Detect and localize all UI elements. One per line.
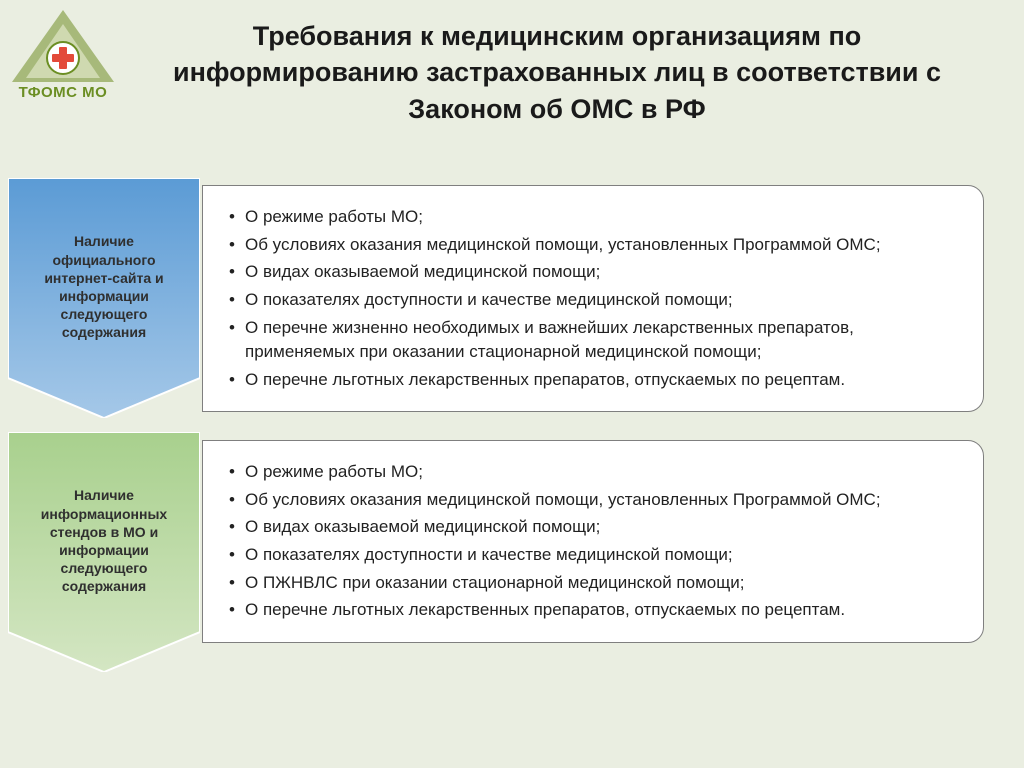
list-item: Об условиях оказания медицинской помощи,… bbox=[229, 488, 961, 513]
chevron-1: Наличие официального интернет-сайта и ин… bbox=[8, 178, 200, 418]
list-item: Об условиях оказания медицинской помощи,… bbox=[229, 233, 961, 258]
title-block: Требования к медицинским организациям по… bbox=[130, 18, 984, 127]
info-card-2: О режиме работы МО; Об условиях оказания … bbox=[202, 440, 984, 643]
list-item: О показателях доступности и качестве мед… bbox=[229, 543, 961, 568]
chevron-label: Наличие официального интернет-сайта и ин… bbox=[8, 178, 200, 418]
list-item: О перечне льготных лекарственных препара… bbox=[229, 368, 961, 393]
logo-text: ТФОМС МО bbox=[8, 84, 118, 101]
list-item: О перечне жизненно необходимых и важнейш… bbox=[229, 316, 961, 365]
list-item: О видах оказываемой медицинской помощи; bbox=[229, 515, 961, 540]
chevron-label: Наличие информационных стендов в МО и ин… bbox=[8, 432, 200, 672]
org-logo: ТФОМС МО bbox=[8, 6, 118, 106]
list-item: О видах оказываемой медицинской помощи; bbox=[229, 260, 961, 285]
logo-svg bbox=[8, 6, 118, 86]
list-item: О показателях доступности и качестве мед… bbox=[229, 288, 961, 313]
list-item: О перечне льготных лекарственных препара… bbox=[229, 598, 961, 623]
bullet-list: О режиме работы МО; Об условиях оказания … bbox=[229, 205, 961, 392]
page-title: Требования к медицинским организациям по… bbox=[130, 18, 984, 127]
list-item: О режиме работы МО; bbox=[229, 205, 961, 230]
list-item: О режиме работы МО; bbox=[229, 460, 961, 485]
slide: ТФОМС МО Требования к медицинским органи… bbox=[0, 0, 1024, 768]
chevron-2: Наличие информационных стендов в МО и ин… bbox=[8, 432, 200, 672]
list-item: О ПЖНВЛС при оказании стационарной медиц… bbox=[229, 571, 961, 596]
bullet-list: О режиме работы МО; Об условиях оказания … bbox=[229, 460, 961, 623]
info-card-1: О режиме работы МО; Об условиях оказания … bbox=[202, 185, 984, 412]
